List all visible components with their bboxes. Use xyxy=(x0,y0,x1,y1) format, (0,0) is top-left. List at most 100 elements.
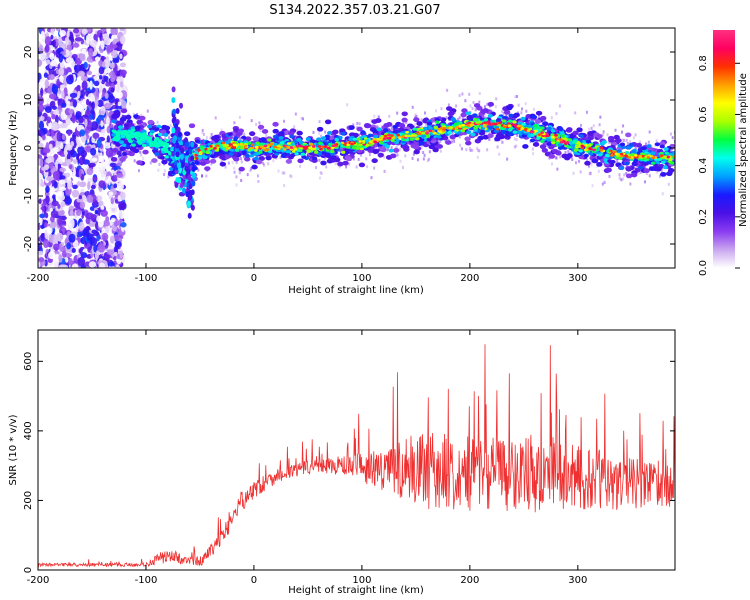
heatmap-cell xyxy=(53,243,60,251)
heatmap-cell xyxy=(486,102,489,106)
heatmap-cell xyxy=(578,134,584,138)
heatmap-cell xyxy=(69,209,74,217)
heatmap-cell xyxy=(559,155,562,159)
heatmap-cell xyxy=(494,105,497,109)
heatmap-cell xyxy=(160,147,166,152)
heatmap-cell xyxy=(161,159,168,165)
heatmap-cell xyxy=(44,36,52,47)
heatmap-cell xyxy=(49,100,56,108)
heatmap-cell xyxy=(116,253,120,260)
heatmap-cell xyxy=(87,162,96,168)
heatmap-cell xyxy=(52,194,56,200)
heatmap-cell xyxy=(376,127,382,132)
heatmap-cell xyxy=(426,137,432,142)
heatmap-cell xyxy=(312,130,315,134)
heatmap-cell xyxy=(465,140,472,146)
heatmap-cell xyxy=(104,92,109,100)
heatmap-cell xyxy=(344,150,350,155)
heatmap-cell xyxy=(117,101,122,107)
heatmap-cell xyxy=(290,153,296,158)
heatmap-cell xyxy=(105,148,114,158)
heatmap-cell xyxy=(383,128,389,133)
heatmap-cell xyxy=(445,116,448,120)
heatmap-cell xyxy=(61,250,67,258)
heatmap-cell xyxy=(231,161,234,165)
heatmap-cell xyxy=(104,142,112,149)
heatmap-cell xyxy=(120,108,128,114)
heatmap-cell xyxy=(461,116,464,120)
heatmap-cell xyxy=(66,100,71,106)
heatmap-cell xyxy=(645,172,648,176)
heatmap-cell xyxy=(424,111,427,115)
heatmap-cell xyxy=(98,125,105,130)
heatmap-cell xyxy=(101,232,109,241)
heatmap-cell xyxy=(319,171,322,175)
heatmap-cell xyxy=(527,124,532,128)
heatmap-cell xyxy=(238,170,241,174)
heatmap-cell xyxy=(45,195,50,204)
heatmap-cell xyxy=(103,75,109,82)
heatmap-cell xyxy=(244,156,251,162)
heatmap-cell xyxy=(386,147,389,151)
heatmap-cell xyxy=(164,155,169,159)
heatmap-cell xyxy=(90,121,99,131)
heatmap-cell xyxy=(260,137,266,142)
heatmap-cell xyxy=(38,198,42,205)
heatmap-cell xyxy=(82,228,90,238)
heatmap-cell xyxy=(78,168,82,178)
heatmap-cell xyxy=(194,139,201,144)
heatmap-cell xyxy=(65,172,71,178)
heatmap-cell xyxy=(130,126,135,130)
heatmap-cell xyxy=(133,114,139,119)
heatmap-cell xyxy=(614,128,617,132)
heatmap-cell xyxy=(405,121,408,125)
heatmap-cell xyxy=(110,169,115,174)
heatmap-cell xyxy=(440,107,443,111)
heatmap-cell xyxy=(673,157,675,161)
heatmap-cell xyxy=(412,127,417,131)
heatmap-cell xyxy=(501,130,507,135)
heatmap-cell xyxy=(672,151,675,155)
heatmap-cell xyxy=(106,249,115,256)
heatmap-cell xyxy=(520,116,526,121)
heatmap-cell xyxy=(528,118,531,122)
heatmap-cell xyxy=(398,123,406,128)
heatmap-cell xyxy=(455,104,458,108)
heatmap-cell xyxy=(135,112,138,116)
heatmap-cell xyxy=(118,91,123,99)
heatmap-cell xyxy=(99,84,103,94)
heatmap-cell xyxy=(591,158,598,164)
heatmap-cell xyxy=(673,131,675,135)
heatmap-cell xyxy=(433,125,439,130)
heatmap-cell xyxy=(478,149,481,153)
heatmap-cell xyxy=(82,104,87,110)
heatmap-cell xyxy=(616,159,619,163)
heatmap-cell xyxy=(294,112,297,116)
heatmap-cell xyxy=(418,141,424,146)
heatmap-cell xyxy=(428,150,431,154)
heatmap-cell xyxy=(118,140,125,145)
heatmap-cell xyxy=(78,181,87,188)
heatmap-cell xyxy=(468,147,471,151)
heatmap-cell xyxy=(39,216,43,226)
heatmap-cell xyxy=(357,157,360,161)
heatmap-cell xyxy=(447,130,453,135)
heatmap-cell xyxy=(290,175,293,179)
heatmap-cell xyxy=(201,128,204,132)
heatmap-cell xyxy=(272,121,279,127)
heatmap-cell xyxy=(79,201,86,209)
heatmap-cell xyxy=(209,158,217,164)
heatmap-cell xyxy=(346,132,349,136)
heatmap-cell xyxy=(436,134,442,139)
heatmap-cell xyxy=(314,165,317,169)
heatmap-cell xyxy=(501,140,504,144)
heatmap-cell xyxy=(383,169,386,173)
heatmap-cell xyxy=(590,126,593,130)
heatmap-cell xyxy=(411,156,414,160)
heatmap-cell xyxy=(49,222,57,229)
heatmap-cell xyxy=(233,136,239,141)
heatmap-cell xyxy=(451,138,454,142)
heatmap-cell xyxy=(42,134,46,141)
heatmap-cell xyxy=(77,90,81,97)
heatmap-cell xyxy=(583,153,589,158)
